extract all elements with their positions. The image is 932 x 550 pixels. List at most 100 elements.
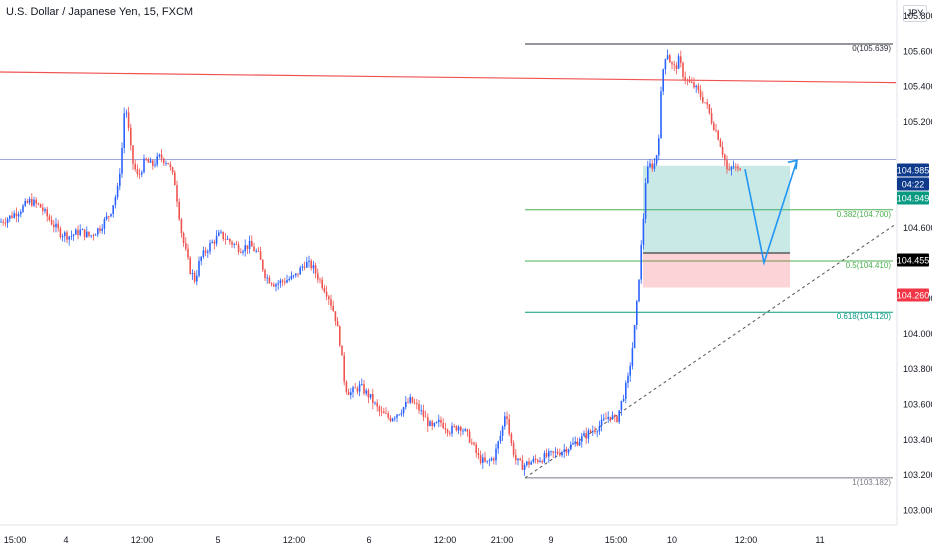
candle-body <box>204 250 207 253</box>
candle-body <box>242 251 244 253</box>
candle-body <box>6 218 9 224</box>
candle-body <box>517 458 519 461</box>
candle-body <box>486 460 488 462</box>
candle-body <box>697 85 700 91</box>
candle-body <box>633 325 636 349</box>
candle-body <box>427 417 429 426</box>
candle-body <box>64 232 66 237</box>
candle-body <box>136 169 139 175</box>
time-tick-label: 15:00 <box>605 535 628 545</box>
candle-body <box>567 449 570 453</box>
candle-body <box>123 113 125 148</box>
candle-body <box>385 413 387 415</box>
candle-body <box>506 416 508 420</box>
candle-body <box>594 430 596 432</box>
candle-body <box>603 418 605 420</box>
candle-body <box>134 163 136 170</box>
candle-body <box>405 401 407 408</box>
time-tick-label: 12:00 <box>131 535 154 545</box>
candle-body <box>343 355 345 382</box>
candle-body <box>35 199 37 204</box>
candle-body <box>416 403 418 405</box>
candle-body <box>127 112 130 128</box>
candle-body <box>508 419 510 434</box>
price-tick-label: 104.600 <box>903 223 932 233</box>
candle-body <box>440 419 442 423</box>
candle-body <box>605 418 607 420</box>
target-zone[interactable] <box>643 165 790 254</box>
candle-body <box>644 183 647 219</box>
candle-body <box>288 278 290 281</box>
candle-body <box>248 240 251 249</box>
candle-body <box>334 311 337 322</box>
candle-body <box>310 260 312 269</box>
candle-body <box>512 443 515 455</box>
resistance-trendline[interactable] <box>0 71 897 84</box>
candle-body <box>224 239 227 240</box>
candle-body <box>119 173 121 187</box>
candle-body <box>479 455 482 463</box>
candle-body <box>455 425 458 431</box>
candle-body <box>717 130 719 140</box>
stop-zone[interactable] <box>643 253 790 288</box>
candle-body <box>442 422 444 429</box>
candle-body <box>4 222 7 224</box>
candle-body <box>149 160 152 163</box>
candle-body <box>609 416 612 419</box>
candle-body <box>28 198 31 203</box>
candle-body <box>548 451 550 457</box>
candle-body <box>704 102 706 104</box>
candle-body <box>728 169 730 171</box>
candle-body <box>306 261 308 268</box>
candle-body <box>523 464 526 470</box>
candle-body <box>321 279 323 288</box>
candle-body <box>13 213 15 218</box>
price-axis-tag-label: 104.949 <box>897 194 930 204</box>
time-tick-label: 12:00 <box>434 535 457 545</box>
candle-body <box>332 305 334 312</box>
candle-body <box>675 65 678 69</box>
candle-body <box>435 422 438 423</box>
candle-body <box>116 186 119 198</box>
candle-body <box>46 209 48 217</box>
candle-body <box>587 430 590 439</box>
candle-body <box>31 198 33 206</box>
candle-body <box>297 273 299 275</box>
candle-body <box>257 250 260 252</box>
candle-body <box>171 167 174 173</box>
candle-body <box>191 272 194 274</box>
time-tick-label: 12:00 <box>735 535 758 545</box>
candle-body <box>130 127 132 146</box>
candle-body <box>231 241 233 245</box>
candle-body <box>143 158 145 173</box>
candle-body <box>352 387 354 393</box>
candle-body <box>708 104 711 114</box>
candle-body <box>565 449 568 453</box>
candle-body <box>251 240 253 247</box>
price-axis-tag-label: 104.455 <box>897 256 930 266</box>
candle-body <box>303 266 306 268</box>
candle-body <box>653 163 656 169</box>
candle-body <box>363 384 365 394</box>
candle-body <box>229 238 231 242</box>
candle-body <box>515 454 517 461</box>
candle-body <box>317 273 319 280</box>
fib-level-label: 1(103.182) <box>852 478 891 487</box>
candle-body <box>420 410 422 411</box>
candle-body <box>200 256 202 261</box>
candle-body <box>706 102 708 105</box>
projection-arrow[interactable] <box>744 160 798 266</box>
candle-body <box>308 260 310 262</box>
candle-body <box>457 426 460 431</box>
price-tick-label: 103.400 <box>903 435 932 445</box>
price-axis-tag <box>897 288 929 302</box>
candle-body <box>312 265 315 269</box>
candle-body <box>374 402 376 404</box>
currency-button[interactable]: JPY <box>903 5 927 22</box>
candle-body <box>446 429 449 433</box>
candle-body <box>545 453 548 457</box>
candle-body <box>328 296 330 300</box>
candle-body <box>105 216 108 220</box>
candle-body <box>275 284 277 287</box>
